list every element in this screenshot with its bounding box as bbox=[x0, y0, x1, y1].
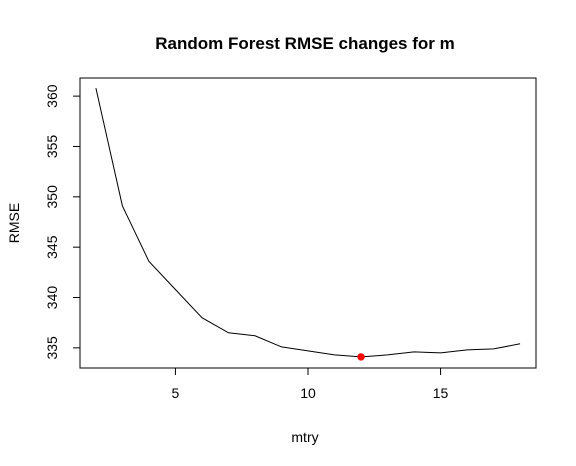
x-tick-label: 5 bbox=[172, 385, 180, 401]
x-tick-label: 10 bbox=[300, 385, 316, 401]
series-line bbox=[95, 87, 521, 358]
y-tick-label: 350 bbox=[44, 185, 60, 209]
y-axis-label: RMSE bbox=[6, 203, 22, 243]
x-tick-label: 15 bbox=[433, 385, 449, 401]
y-axis: 335 340 345 350 355 360 bbox=[44, 84, 81, 360]
y-tick-label: 340 bbox=[44, 286, 60, 310]
x-axis: 5 10 15 bbox=[172, 367, 449, 401]
y-tick-label: 335 bbox=[44, 336, 60, 360]
series-layer bbox=[95, 87, 521, 361]
y-tick-label: 345 bbox=[44, 235, 60, 259]
x-axis-label: mtry bbox=[291, 429, 318, 445]
minimum-point bbox=[357, 353, 365, 361]
plot-box bbox=[79, 77, 537, 369]
y-tick-label: 355 bbox=[44, 135, 60, 159]
chart-title: Random Forest RMSE changes for m bbox=[155, 34, 454, 53]
y-tick-label: 360 bbox=[44, 84, 60, 108]
